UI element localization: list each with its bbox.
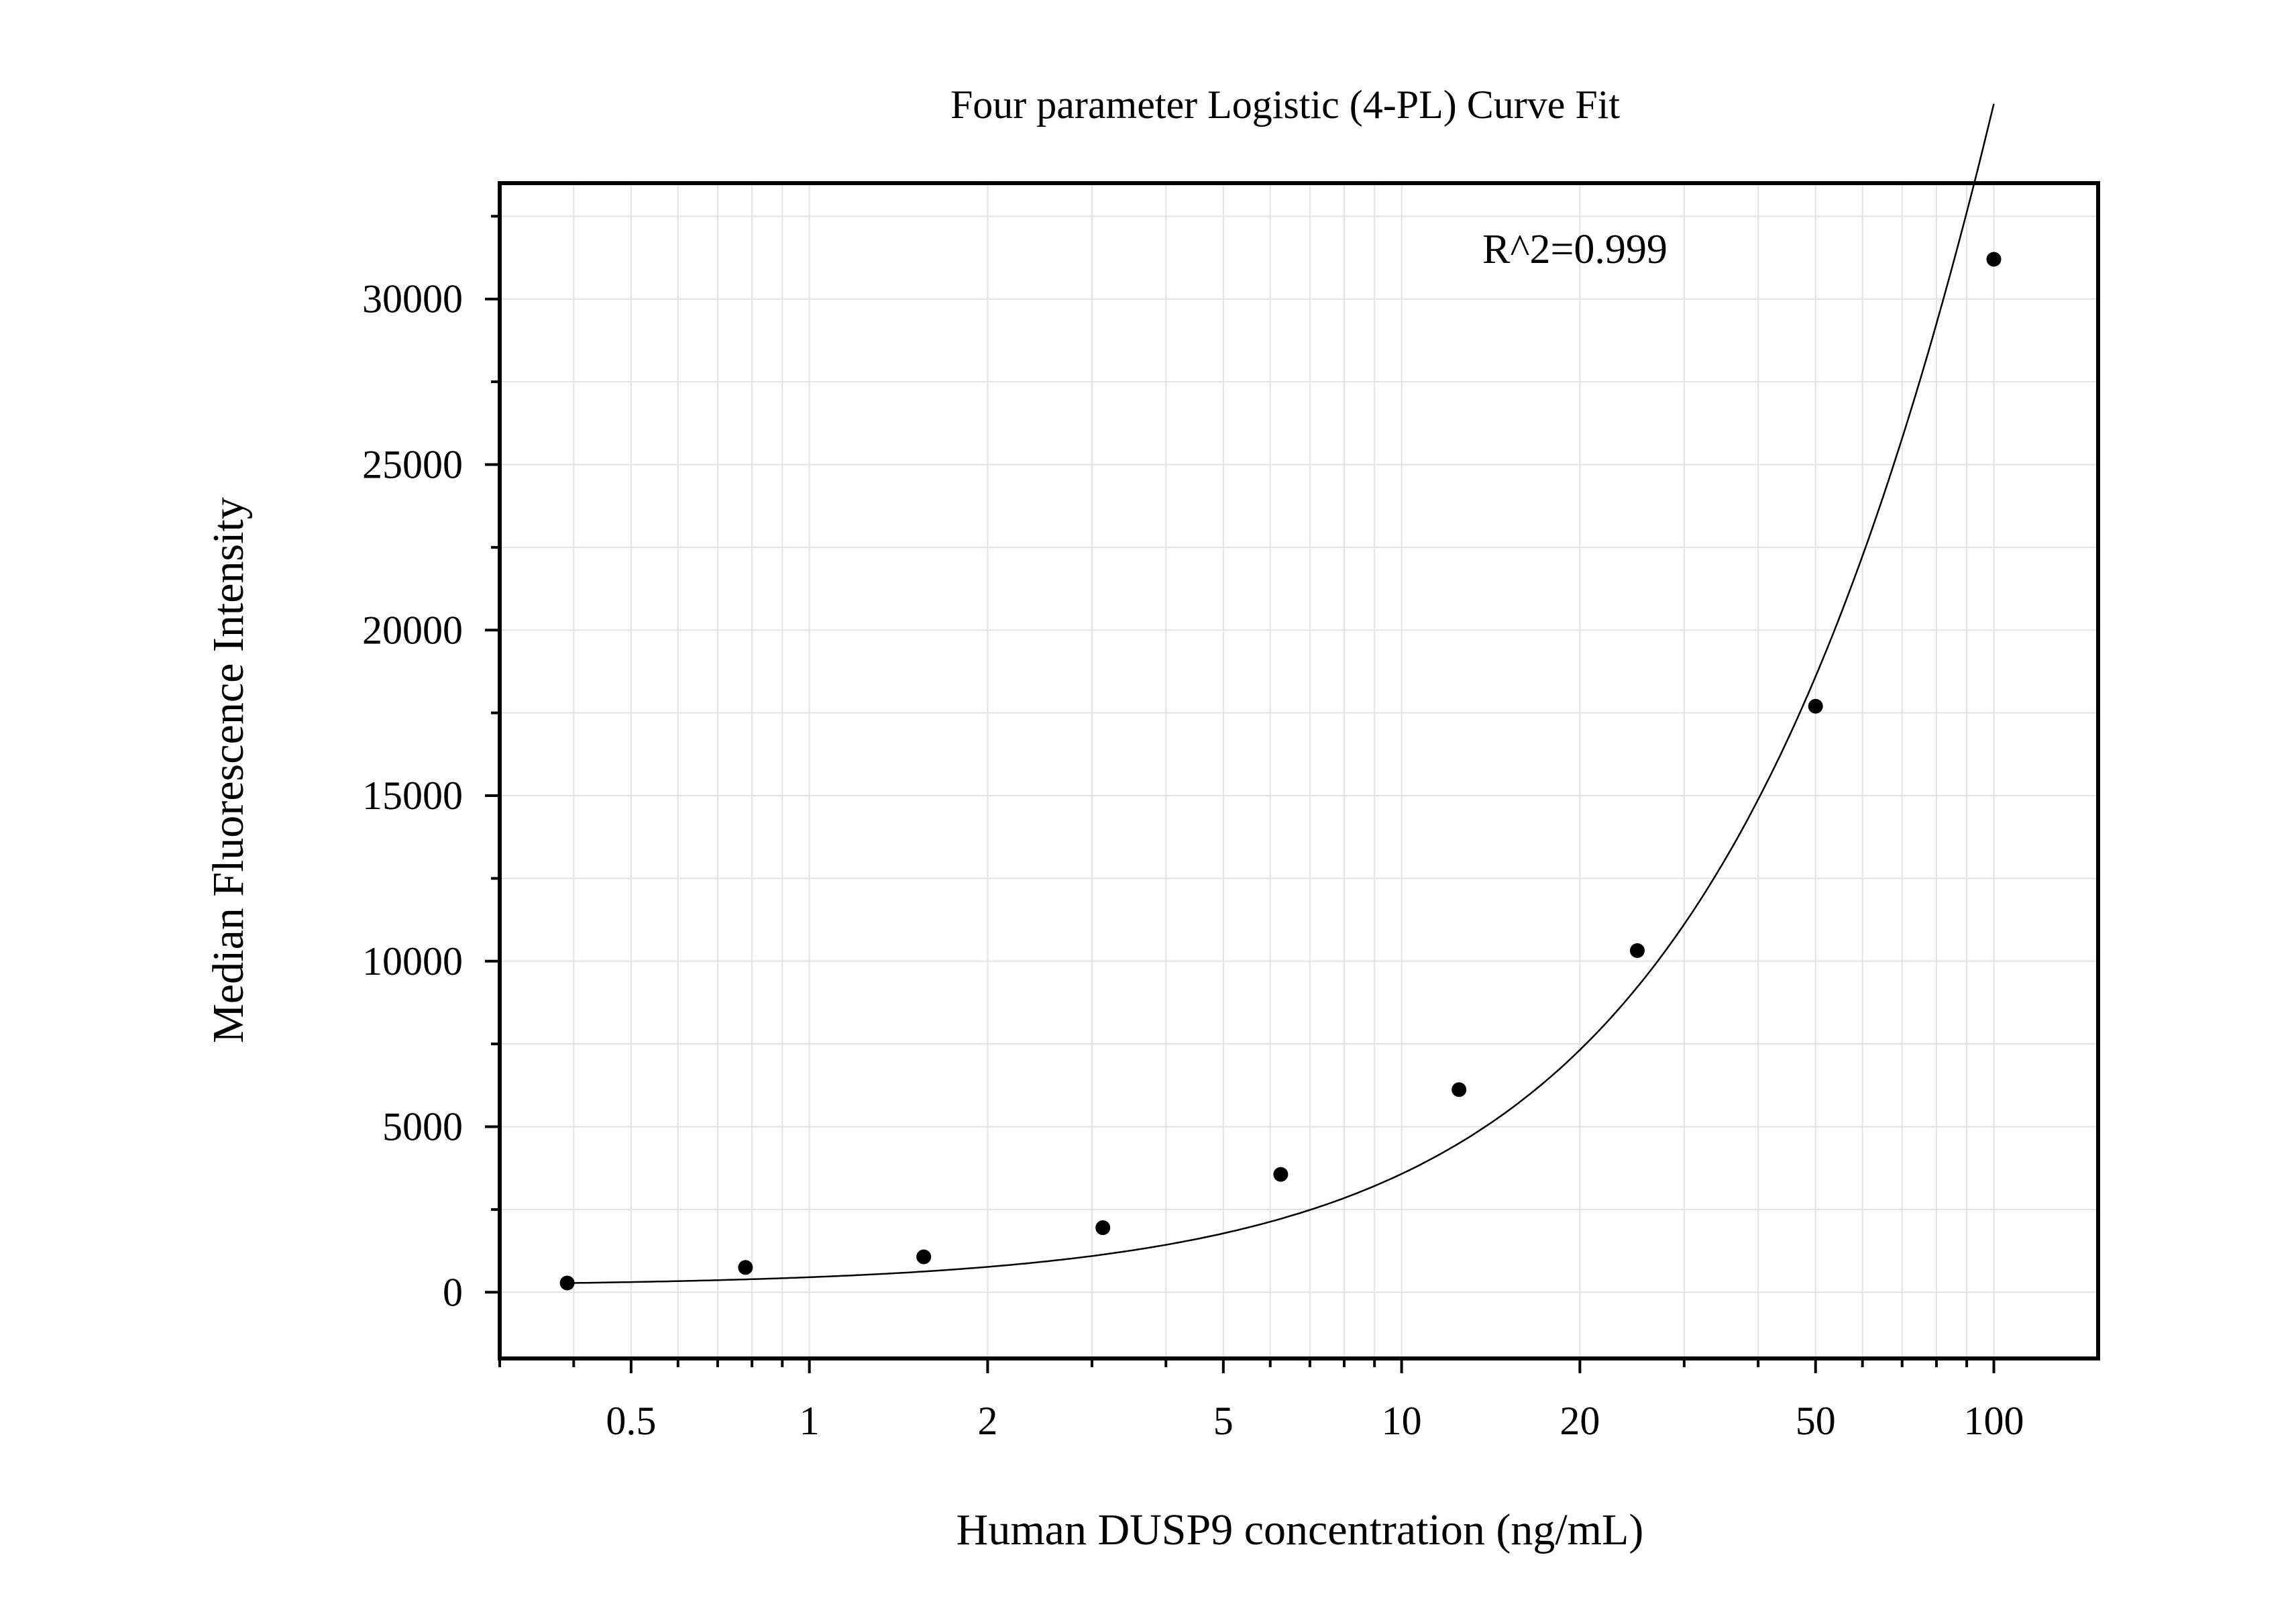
data-point <box>738 1260 753 1275</box>
x-axis-label: Human DUSP9 concentration (ng/mL) <box>956 1505 1644 1554</box>
grid <box>499 183 2098 1358</box>
y-tick-label: 30000 <box>362 277 463 321</box>
data-point <box>1986 252 2002 267</box>
y-tick-label: 0 <box>443 1270 463 1314</box>
chart-title: Four parameter Logistic (4-PL) Curve Fit <box>950 83 1620 127</box>
y-axis-label: Median Fluorescence Intensity <box>204 497 253 1043</box>
x-tick-label: 2 <box>977 1399 997 1443</box>
data-point <box>1273 1167 1289 1182</box>
data-points <box>559 252 2002 1291</box>
x-tick-label: 0.5 <box>606 1399 656 1443</box>
y-tick-label: 15000 <box>362 773 463 818</box>
data-point <box>1629 943 1645 958</box>
fit-curve <box>567 103 1995 1284</box>
x-tick-label: 1 <box>800 1399 820 1443</box>
y-tick-labels: 0 5000 10000 15000 20000 25000 30000 <box>362 277 463 1315</box>
x-tick-label: 20 <box>1560 1399 1600 1443</box>
x-tick-labels: 0.5 1 2 5 10 20 50 100 <box>606 1399 2024 1443</box>
y-tick-label: 25000 <box>362 442 463 486</box>
axis-ticks <box>485 215 1996 1373</box>
y-tick-label: 20000 <box>362 608 463 652</box>
x-tick-label: 50 <box>1796 1399 1836 1443</box>
plot-frame <box>498 181 2100 1360</box>
data-point <box>559 1275 575 1291</box>
data-point <box>1452 1082 1467 1098</box>
x-tick-label: 100 <box>1964 1399 2024 1443</box>
y-tick-label: 10000 <box>362 939 463 983</box>
x-tick-label: 10 <box>1382 1399 1422 1443</box>
data-point <box>1095 1220 1111 1236</box>
data-point <box>916 1249 932 1265</box>
y-tick-label: 5000 <box>382 1105 463 1149</box>
fit-curve-group <box>567 103 1995 1284</box>
r-squared-annotation: R^2=0.999 <box>1482 227 1668 272</box>
data-point <box>1808 698 1823 714</box>
x-tick-label: 5 <box>1213 1399 1234 1443</box>
